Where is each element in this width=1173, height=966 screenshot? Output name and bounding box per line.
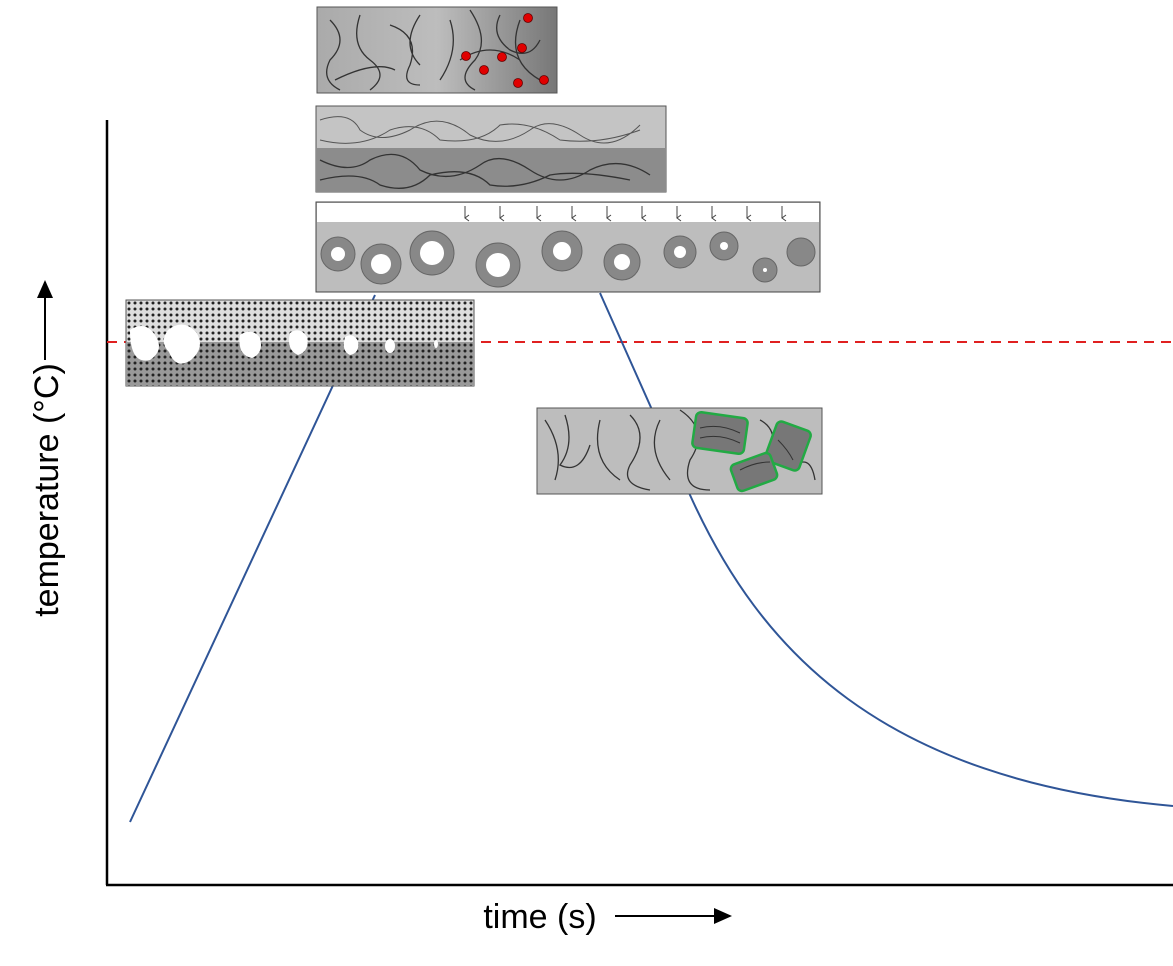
x-axis-label: time (s) — [483, 898, 596, 936]
inset-bubbles — [316, 202, 820, 292]
inset-foaming — [126, 300, 474, 386]
inset-flow — [316, 106, 666, 192]
inset-crosslinking — [317, 7, 557, 93]
inset-crystallization — [537, 408, 822, 494]
y-axis-label: temperature (°C) — [28, 363, 66, 617]
diagram: temperature (°C) time (s) — [0, 0, 1173, 966]
